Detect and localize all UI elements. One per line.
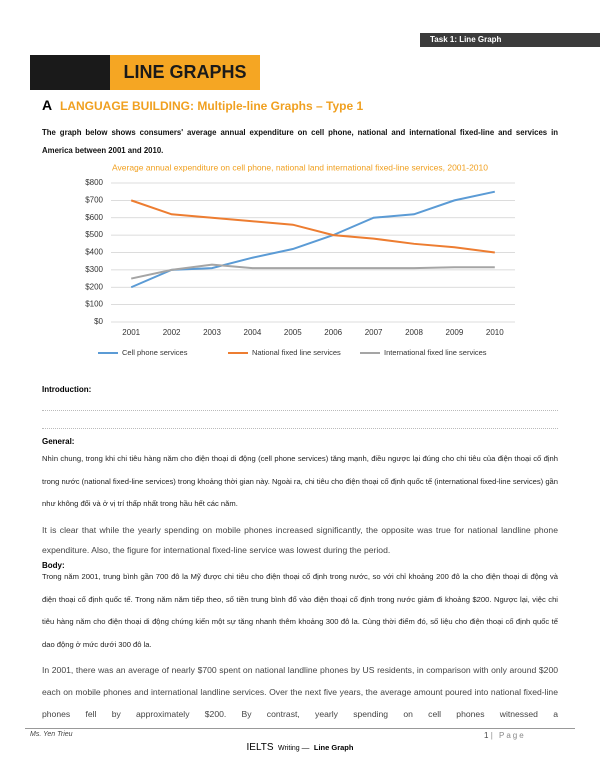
x-tick-label: 2002	[163, 328, 181, 337]
general-label: General:	[42, 437, 75, 446]
title-block	[30, 55, 110, 90]
body-english: In 2001, there was an average of nearly …	[42, 665, 558, 719]
y-tick-label: $700	[85, 195, 103, 204]
header-tag: Task 1: Line Graph	[430, 35, 502, 44]
header-bar	[420, 33, 600, 47]
introduction-label: Introduction:	[42, 385, 92, 394]
title-band	[110, 55, 260, 90]
blank-line	[42, 428, 558, 429]
legend-label: Cell phone services	[122, 348, 188, 357]
chart: Average annual expenditure on cell phone…	[85, 162, 515, 357]
x-tick-label: 2009	[446, 328, 464, 337]
footer-rule	[25, 728, 575, 729]
footer-author: Ms. Yen Trieu	[30, 731, 73, 738]
x-tick-label: 2003	[203, 328, 221, 337]
footer-sub: Writing ––	[278, 745, 310, 752]
task-prompt: The graph below shows consumers' average…	[42, 128, 558, 155]
footer-brand: IELTS	[246, 742, 274, 753]
page-number: 1	[484, 731, 489, 740]
footer-title: IELTS Writing –– Line Graph	[0, 737, 600, 755]
y-tick-label: $200	[85, 282, 103, 291]
body-vietnamese: Trong năm 2001, trung bình gần 700 đô la…	[42, 572, 558, 649]
body-label: Body:	[42, 561, 65, 570]
general-vietnamese: Nhìn chung, trong khi chi tiêu hàng năm …	[42, 454, 558, 508]
footer-page: 1 | Page	[484, 731, 526, 740]
blank-line	[42, 410, 558, 411]
y-tick-label: $400	[85, 248, 103, 257]
x-tick-label: 2008	[405, 328, 423, 337]
y-tick-label: $800	[85, 178, 103, 187]
footer-topic: Line Graph	[313, 743, 354, 752]
x-tick-label: 2010	[486, 328, 504, 337]
x-tick-label: 2007	[365, 328, 383, 337]
series-line	[130, 190, 496, 289]
y-tick-label: $600	[85, 213, 103, 222]
x-tick-label: 2001	[122, 328, 140, 337]
y-tick-label: $100	[85, 300, 103, 309]
x-tick-label: 2004	[244, 328, 262, 337]
page-title: LINE GRAPHS	[123, 62, 247, 82]
section-heading: LANGUAGE BUILDING: Multiple-line Graphs …	[60, 99, 364, 113]
series-line	[130, 263, 495, 280]
y-tick-label: $500	[85, 230, 103, 239]
general-english: It is clear that while the yearly spendi…	[42, 525, 558, 555]
x-tick-label: 2005	[284, 328, 302, 337]
y-tick-label: $0	[94, 317, 103, 326]
legend-label: International fixed line services	[384, 348, 487, 357]
series-line	[130, 199, 495, 254]
section-letter: A	[42, 97, 53, 113]
chart-title: Average annual expenditure on cell phone…	[112, 162, 488, 172]
page-label: | Page	[490, 731, 526, 740]
x-tick-label: 2006	[324, 328, 342, 337]
y-tick-label: $300	[85, 265, 103, 274]
legend-label: National fixed line services	[252, 348, 341, 357]
